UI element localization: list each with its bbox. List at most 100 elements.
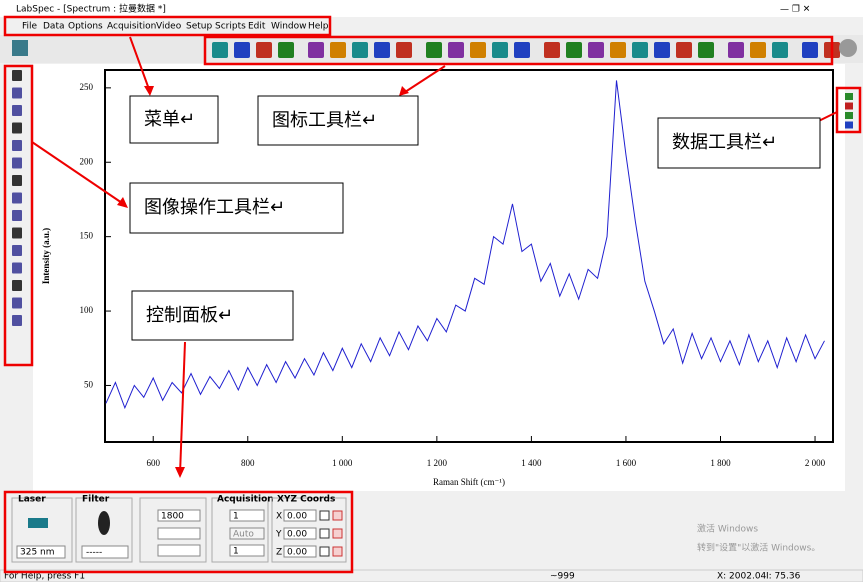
- tool-button[interactable]: [12, 157, 22, 169]
- input[interactable]: [157, 544, 201, 557]
- toolbar-button[interactable]: [448, 42, 464, 58]
- tool-button[interactable]: [12, 297, 22, 309]
- menu-item[interactable]: Scripts: [215, 22, 246, 32]
- toolbar-button[interactable]: [278, 42, 294, 58]
- tool-button[interactable]: [12, 175, 22, 186]
- title-bar: [0, 0, 863, 17]
- callout: [129, 95, 219, 144]
- data-button[interactable]: [845, 102, 853, 110]
- toolbar-button[interactable]: [728, 42, 744, 58]
- tool-button[interactable]: [12, 140, 22, 151]
- toolbar-button[interactable]: [772, 42, 788, 58]
- checkbox[interactable]: [319, 510, 330, 521]
- tool-button[interactable]: [12, 70, 22, 81]
- toolbar-button[interactable]: [374, 42, 390, 58]
- menu-item[interactable]: Setup: [186, 22, 212, 32]
- menu-item[interactable]: Options: [68, 22, 103, 32]
- data-button[interactable]: [845, 112, 853, 119]
- data-button[interactable]: [845, 121, 853, 129]
- control-panel: Laser 325 nm Filter ----- 1800 Acquisiti…: [11, 495, 347, 563]
- toolbar-button[interactable]: [396, 42, 412, 58]
- button[interactable]: [332, 510, 343, 521]
- dropdown[interactable]: [157, 527, 201, 540]
- tool-button[interactable]: [12, 210, 22, 221]
- toolbar-button[interactable]: [588, 42, 604, 58]
- menu-item[interactable]: Data: [43, 22, 65, 32]
- toolbar-button[interactable]: [544, 42, 560, 58]
- window-controls[interactable]: — ❐ ✕: [780, 5, 810, 15]
- input[interactable]: [283, 527, 317, 540]
- menu-item[interactable]: Acquisition: [107, 22, 156, 32]
- toolbar-button[interactable]: [308, 42, 324, 58]
- input[interactable]: [229, 527, 265, 540]
- menu-item[interactable]: Help: [308, 22, 329, 32]
- tool-button[interactable]: [12, 315, 22, 326]
- data-button[interactable]: [845, 93, 853, 100]
- status-i: I: 75.36: [766, 572, 801, 582]
- axis-label: X: [276, 512, 282, 522]
- toolbar-button[interactable]: [12, 40, 28, 56]
- checkbox[interactable]: [319, 528, 330, 539]
- tool-button[interactable]: [12, 280, 22, 291]
- arrows: [31, 36, 838, 475]
- highlight: [3, 15, 332, 37]
- dropdown[interactable]: [16, 545, 66, 559]
- plot: 600 800 1 000 1 200 1 400 1 600 1 800 2 000 50 10…: [80, 80, 826, 468]
- laser-value: 325 nm: [20, 548, 55, 558]
- toolbar-button[interactable]: [256, 42, 272, 58]
- data-toolbar: [845, 93, 853, 129]
- callout: [257, 95, 419, 146]
- x-tick-label: 2 000: [805, 458, 826, 468]
- menu-item[interactable]: Edit: [248, 22, 266, 32]
- input[interactable]: [283, 509, 317, 522]
- input[interactable]: [283, 545, 317, 558]
- toolbar-button[interactable]: [654, 42, 670, 58]
- toolbar-button[interactable]: [492, 42, 508, 58]
- toolbar-button[interactable]: [676, 42, 692, 58]
- tool-button[interactable]: [12, 245, 22, 256]
- button[interactable]: [332, 546, 343, 557]
- stop-button[interactable]: [839, 39, 857, 57]
- y-tick-label: 250: [80, 82, 94, 92]
- tool-button[interactable]: [12, 122, 22, 134]
- toolbar-button[interactable]: [566, 42, 582, 58]
- toolbar-button[interactable]: [514, 42, 530, 58]
- toolbar-button[interactable]: [610, 42, 626, 58]
- dropdown[interactable]: [157, 509, 201, 522]
- label: Acquisition: [217, 495, 274, 505]
- watermark: 转到"设置"以激活 Windows。: [697, 542, 820, 554]
- menu-item[interactable]: Video: [156, 22, 182, 32]
- toolbar-button[interactable]: [212, 42, 228, 58]
- button[interactable]: [332, 528, 343, 539]
- toolbar-button[interactable]: [352, 42, 368, 58]
- toolbar-button[interactable]: [802, 42, 818, 58]
- toolbar-button[interactable]: [632, 42, 648, 58]
- toolbar-button[interactable]: [330, 42, 346, 58]
- group-box: [211, 497, 269, 563]
- watermark: 激活 Windows: [697, 523, 758, 535]
- toolbar-button[interactable]: [698, 42, 714, 58]
- input[interactable]: [229, 509, 265, 522]
- tool-button[interactable]: [12, 262, 22, 274]
- tool-button[interactable]: [12, 227, 22, 239]
- input[interactable]: [229, 544, 265, 557]
- menu-bar: File Data Options Acquisition Video Setup Scri…: [22, 22, 329, 32]
- toolbar-button[interactable]: [426, 42, 442, 58]
- toolbar-button[interactable]: [750, 42, 766, 58]
- menu-item[interactable]: Window: [271, 22, 307, 32]
- dropdown[interactable]: [81, 545, 129, 559]
- menu-item[interactable]: File: [22, 22, 38, 32]
- tool-button[interactable]: [12, 192, 22, 204]
- checkbox[interactable]: [319, 546, 330, 557]
- filter-value: -----: [86, 548, 102, 558]
- grating-value: 1800: [161, 512, 184, 522]
- tool-button[interactable]: [12, 105, 22, 116]
- status-x: X: 2002.04: [717, 572, 767, 582]
- x-tick-label: 1 200: [427, 458, 448, 468]
- toolbar-button[interactable]: [470, 42, 486, 58]
- y-tick-label: 200: [80, 156, 94, 166]
- group-box: [271, 497, 347, 563]
- tool-button[interactable]: [12, 87, 22, 99]
- toolbar-button[interactable]: [234, 42, 250, 58]
